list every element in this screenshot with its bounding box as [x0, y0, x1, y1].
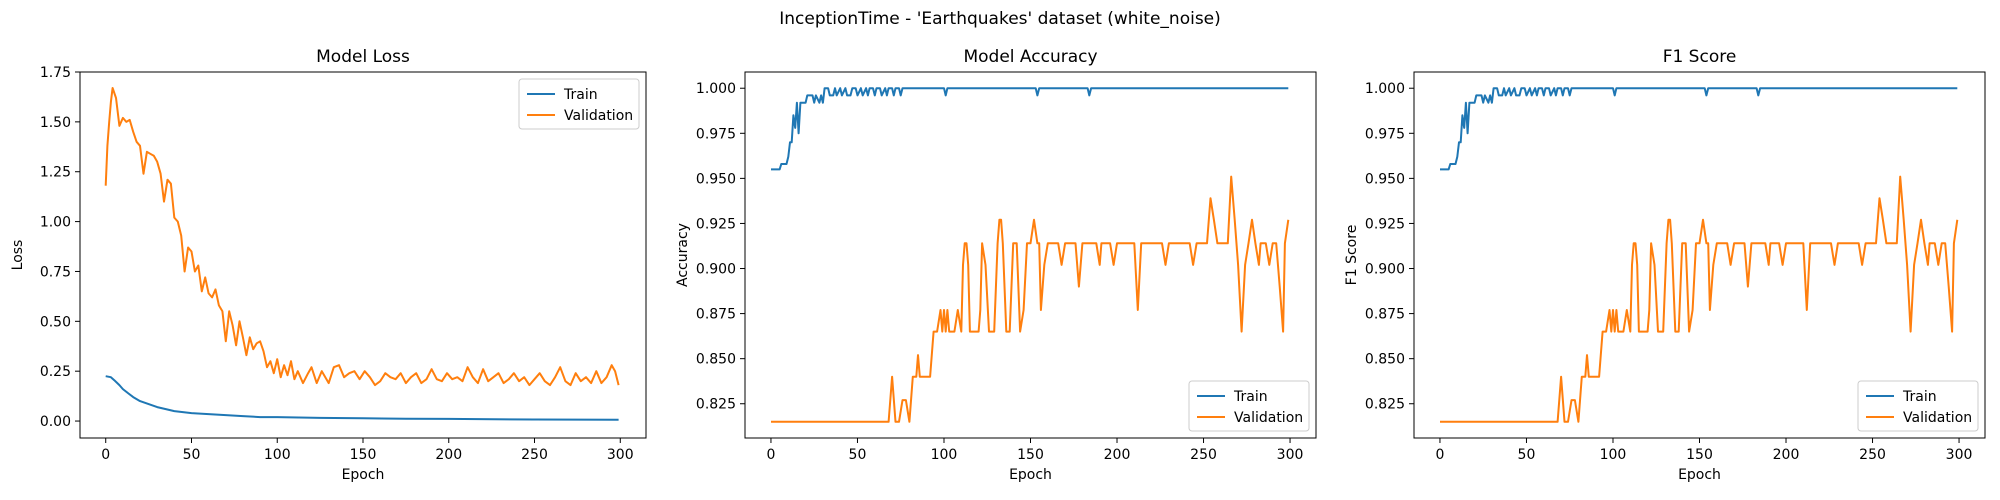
y-axis-label: Accuracy: [675, 223, 691, 287]
y-tick-label: 1.25: [40, 165, 71, 181]
y-tick-label: 1.50: [40, 115, 71, 131]
x-tick-label: 250: [1190, 447, 1217, 463]
x-tick-label: 150: [1686, 447, 1713, 463]
y-tick-label: 0.900: [696, 262, 736, 278]
y-axis-label: Loss: [10, 240, 26, 271]
series-line-train: [771, 87, 1289, 171]
x-tick-label: 50: [1518, 447, 1536, 463]
legend-label-train: Train: [1902, 389, 1937, 405]
y-tick-label: 0.825: [696, 397, 736, 413]
x-tick-label: 300: [1277, 447, 1304, 463]
series-line-validation: [104, 87, 620, 387]
legend: Train Validation: [1857, 380, 1979, 432]
subplot-accuracy: Model Accuracy 0 50 100 150 200 250 300 0.825 0.8…: [675, 47, 1317, 483]
x-tick-label: 150: [350, 447, 377, 463]
x-tick-label: 200: [435, 447, 462, 463]
x-tick-label: 50: [849, 447, 867, 463]
y-tick-label: 0.950: [1365, 171, 1405, 187]
x-tick-label: 200: [1773, 447, 1800, 463]
x-tick-label: 0: [1435, 447, 1444, 463]
series-line-train: [1440, 87, 1958, 171]
series-line-train: [105, 375, 619, 421]
legend-box: [1188, 380, 1310, 432]
legend-label-train: Train: [1233, 389, 1268, 405]
subplot-f1: F1 Score 0 50 100 150 200 250 300 0.825 0.850 0.87…: [1344, 47, 1986, 483]
y-tick-label: 0.75: [40, 264, 71, 280]
x-tick-label: 300: [607, 447, 634, 463]
legend-box: [518, 78, 640, 130]
legend: Train Validation: [1188, 380, 1310, 432]
x-tick-label: 100: [1600, 447, 1627, 463]
chart-title: Model Loss: [316, 47, 410, 67]
x-axis-label: Epoch: [342, 467, 385, 483]
y-tick-label: 0.850: [696, 352, 736, 368]
y-tick-label: 0.925: [696, 216, 736, 232]
y-tick-label: 0.975: [1365, 126, 1405, 142]
figure-title: InceptionTime - 'Earthquakes' dataset (w…: [779, 9, 1221, 29]
x-tick-label: 100: [931, 447, 958, 463]
x-tick-label: 100: [264, 447, 291, 463]
x-tick-label: 0: [101, 447, 110, 463]
y-tick-label: 0.950: [696, 171, 736, 187]
x-tick-label: 300: [1946, 447, 1973, 463]
series-line-validation: [1440, 175, 1959, 423]
y-tick-label: 1.00: [40, 215, 71, 231]
x-tick-label: 150: [1017, 447, 1044, 463]
y-tick-label: 0.975: [696, 126, 736, 142]
y-tick-label: 0.850: [1365, 352, 1405, 368]
x-tick-label: 250: [521, 447, 548, 463]
y-tick-label: 0.25: [40, 364, 71, 380]
y-tick-label: 0.900: [1365, 262, 1405, 278]
legend-label-train: Train: [563, 87, 598, 103]
legend-label-validation: Validation: [1234, 410, 1303, 426]
x-tick-label: 200: [1104, 447, 1131, 463]
series-line-validation: [771, 175, 1290, 423]
y-tick-label: 1.000: [1365, 81, 1405, 97]
legend: Train Validation: [518, 78, 640, 130]
subplots: Model Loss 0 50 100 150 200 250 300 0.00 0.25 0.50…: [10, 47, 1986, 483]
y-tick-label: 0.875: [1365, 307, 1405, 323]
y-tick-label: 0.825: [1365, 397, 1405, 413]
x-tick-label: 50: [183, 447, 201, 463]
y-tick-label: 0.925: [1365, 216, 1405, 232]
x-tick-label: 250: [1859, 447, 1886, 463]
x-axis-label: Epoch: [1009, 467, 1052, 483]
chart-title: F1 Score: [1663, 47, 1737, 67]
x-tick-label: 0: [766, 447, 775, 463]
y-tick-label: 0.00: [40, 414, 71, 430]
x-axis-label: Epoch: [1678, 467, 1721, 483]
chart-title: Model Accuracy: [963, 47, 1097, 67]
y-tick-label: 0.875: [696, 307, 736, 323]
y-tick-label: 1.000: [696, 81, 736, 97]
legend-label-validation: Validation: [564, 108, 633, 124]
y-axis-label: F1 Score: [1344, 225, 1360, 286]
y-tick-label: 1.75: [40, 65, 71, 81]
subplot-loss: Model Loss 0 50 100 150 200 250 300 0.00 0.25 0.50…: [10, 47, 647, 483]
legend-label-validation: Validation: [1903, 410, 1972, 426]
y-tick-label: 0.50: [40, 314, 71, 330]
legend-box: [1857, 380, 1979, 432]
